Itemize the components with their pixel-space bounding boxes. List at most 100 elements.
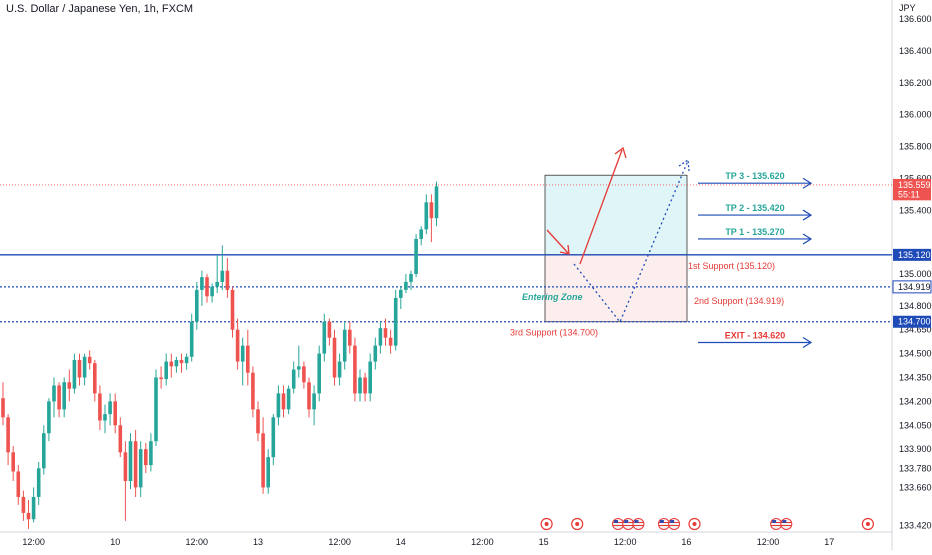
candle [276, 393, 281, 418]
x-tick-label: 12:00 [22, 537, 45, 547]
record-icon-dot [865, 522, 870, 526]
x-tick-label: 13 [253, 537, 263, 547]
candle [21, 496, 26, 513]
record-icon-dot [692, 522, 697, 526]
candle [230, 289, 235, 330]
x-tick-label: 12:00 [328, 537, 351, 547]
candle [113, 401, 117, 426]
y-tick-label: 134.650 [899, 325, 932, 335]
entering-zone-label: Entering Zone [522, 292, 583, 302]
level-label: TP 2 - 135.420 [725, 203, 784, 213]
candle [419, 229, 423, 239]
red-target-arrow [579, 149, 623, 265]
candle [358, 377, 362, 394]
x-tick-label: 16 [681, 537, 691, 547]
candle [77, 359, 82, 378]
candle [195, 289, 199, 322]
candle [184, 356, 189, 364]
candle [322, 321, 327, 354]
price-badge [893, 315, 931, 328]
y-tick-label: 133.900 [899, 444, 932, 454]
price-badge [893, 188, 931, 201]
candle [404, 281, 408, 290]
candle [52, 385, 56, 402]
candle [337, 361, 342, 378]
currency-unit: JPY [899, 3, 916, 13]
candle [256, 409, 260, 434]
flag-canton [782, 520, 787, 523]
candle [93, 363, 97, 394]
candle [144, 449, 148, 466]
level-label: TP 1 - 135.270 [725, 227, 784, 237]
x-tick-label: 12:00 [614, 537, 637, 547]
candle [210, 286, 214, 297]
level-arrow-head [802, 336, 813, 348]
x-tick-label: 12:00 [186, 537, 209, 547]
candle [6, 417, 10, 453]
candle [286, 388, 291, 410]
price-badge [893, 248, 931, 261]
candle [373, 345, 378, 362]
candle [179, 359, 184, 364]
flag-canton [614, 520, 618, 523]
candle [72, 359, 77, 389]
candle [312, 393, 316, 410]
candle [388, 337, 393, 346]
candle [348, 329, 352, 346]
candle [205, 277, 209, 297]
candle [261, 433, 265, 488]
level-label: EXIT - 134.620 [725, 330, 786, 340]
y-tick-label: 135.800 [899, 142, 932, 152]
candle [128, 441, 133, 482]
level-arrow-head [802, 209, 813, 221]
level-label: TP 3 - 135.620 [725, 171, 784, 181]
level-arrow-head [802, 233, 813, 245]
price-badge-text: 134.700 [898, 317, 931, 327]
candle [42, 433, 46, 469]
candle [353, 345, 357, 394]
candle [291, 369, 296, 389]
red-entry-arrow [546, 229, 569, 254]
candle [378, 328, 383, 346]
level-arrow-head [802, 177, 813, 189]
flag-canton [670, 520, 675, 523]
record-icon-dot [575, 522, 580, 526]
flag-canton [659, 520, 664, 523]
candle [57, 385, 61, 410]
y-tick-label: 135.600 [899, 173, 932, 183]
candle [297, 366, 301, 370]
candle [62, 382, 66, 410]
candle [342, 329, 347, 362]
candle [47, 401, 51, 434]
price-badge-text: 55:11 [898, 189, 920, 199]
y-tick-label: 133.420 [899, 521, 932, 531]
x-tick-label: 14 [396, 537, 406, 547]
profit-zone-box [544, 174, 688, 256]
candle [154, 377, 158, 442]
candle [424, 202, 429, 230]
candle [138, 449, 143, 488]
candle [67, 382, 72, 389]
y-tick-label: 134.500 [899, 349, 932, 359]
candle [220, 270, 225, 282]
y-tick-label: 136.600 [899, 14, 932, 24]
candle [82, 356, 87, 378]
x-tick-label: 15 [539, 537, 549, 547]
candle [189, 321, 194, 357]
candle [368, 361, 372, 394]
x-tick-label: 17 [824, 537, 834, 547]
y-tick-label: 136.400 [899, 46, 932, 56]
candle [200, 277, 204, 290]
flag-canton [634, 520, 639, 523]
candle [327, 321, 332, 338]
price-badge [893, 178, 931, 191]
candle [87, 356, 92, 364]
candle [240, 345, 245, 362]
y-tick-label: 134.200 [899, 396, 932, 406]
candle [307, 382, 311, 410]
candle [98, 393, 102, 421]
loss-zone-box [544, 254, 688, 323]
y-tick-label: 133.660 [899, 482, 932, 492]
candle [251, 372, 255, 410]
